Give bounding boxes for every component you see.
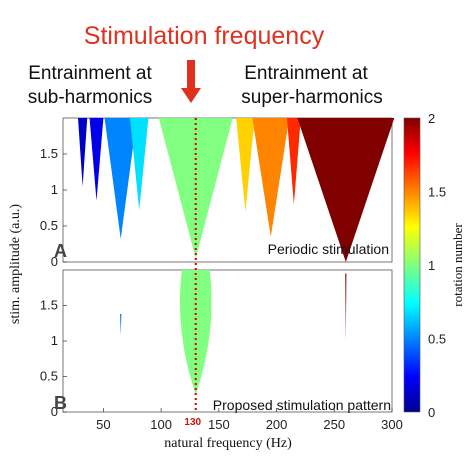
panel-a-entrainment-region-5	[236, 118, 255, 212]
stimulation-frequency-tick-label: 130	[184, 417, 201, 428]
panel-b-caption: Proposed stimulation pattern	[213, 397, 391, 413]
panel-a-y-tick-label-1: 0.5	[40, 218, 58, 233]
panel-b-y-tick-label-1: 0.5	[40, 369, 58, 384]
panel-b-letter: B	[54, 393, 67, 413]
panel-a-y-tick-label-3: 1.5	[40, 146, 58, 161]
colorbar-tick-label-3: 1.5	[428, 185, 446, 200]
x-tick-label-3: 200	[266, 417, 288, 432]
colorbar-tick-label-2: 1	[428, 258, 435, 273]
x-tick-label-1: 100	[150, 417, 172, 432]
panel-b-y-tick-label-0: 0	[51, 404, 58, 419]
x-tick-label-2: 150	[208, 417, 230, 432]
panel-a-caption: Periodic stimulation	[268, 241, 389, 257]
colorbar-tick-label-4: 2	[428, 111, 435, 126]
figure-title: Stimulation frequency	[84, 22, 325, 50]
panel-a-entrainment-region-6	[252, 118, 290, 237]
super-harmonics-label-line1: Entrainment at	[244, 63, 368, 84]
panel-a-entrainment-region-3	[129, 118, 149, 211]
colorbar-tick-label-1: 0.5	[428, 332, 446, 347]
panel-b: 0 0.5 1 1.5 B Proposed stimulation pattern	[40, 269, 393, 419]
panel-a-entrainment-region-0	[78, 118, 88, 187]
x-tick-label-0: 50	[96, 417, 110, 432]
panel-a-entrainment-region-7	[286, 118, 301, 205]
panel-b-entrainment-region-1	[120, 314, 122, 336]
x-tick-label-4: 250	[323, 417, 345, 432]
colorbar-label: rotation number	[450, 223, 465, 307]
down-arrow-icon	[181, 60, 201, 103]
sub-harmonics-label-line1: Entrainment at	[28, 63, 152, 84]
super-harmonics-label-line2: super-harmonics	[241, 87, 383, 108]
panel-b-frame	[62, 269, 393, 413]
panel-a-entrainment-region-1	[89, 118, 104, 201]
panel-b-y-tick-label-2: 1	[51, 333, 58, 348]
panel-a-y-tick-label-0: 0	[51, 254, 58, 269]
colorbar-ticks: 0 0.5 1 1.5 2	[428, 111, 446, 420]
panel-a-letter: A	[54, 241, 67, 261]
x-tick-label-5: 300	[381, 417, 403, 432]
colorbar-tick-label-0: 0	[428, 405, 435, 420]
panel-a-entrainment-region-2	[104, 118, 137, 239]
x-axis-label: natural frequency (Hz)	[164, 436, 292, 451]
colorbar	[403, 117, 421, 413]
panel-a: 0 0.5 1 1.5 A Periodic stimulation	[40, 117, 395, 269]
panel-a-y-tick-label-2: 1	[51, 182, 58, 197]
panel-b-entrainment-region-2	[345, 273, 347, 341]
sub-harmonics-label-line2: sub-harmonics	[28, 87, 153, 108]
panel-a-entrainment-region-8	[297, 118, 395, 262]
panel-b-y-tick-label-3: 1.5	[40, 298, 58, 313]
panel-b-entrainment-region-0	[179, 270, 212, 395]
x-axis-ticks: 50 100 150 200 250 300	[96, 408, 403, 432]
y-axis-label: stim. amplitude (a.u.)	[8, 204, 23, 324]
